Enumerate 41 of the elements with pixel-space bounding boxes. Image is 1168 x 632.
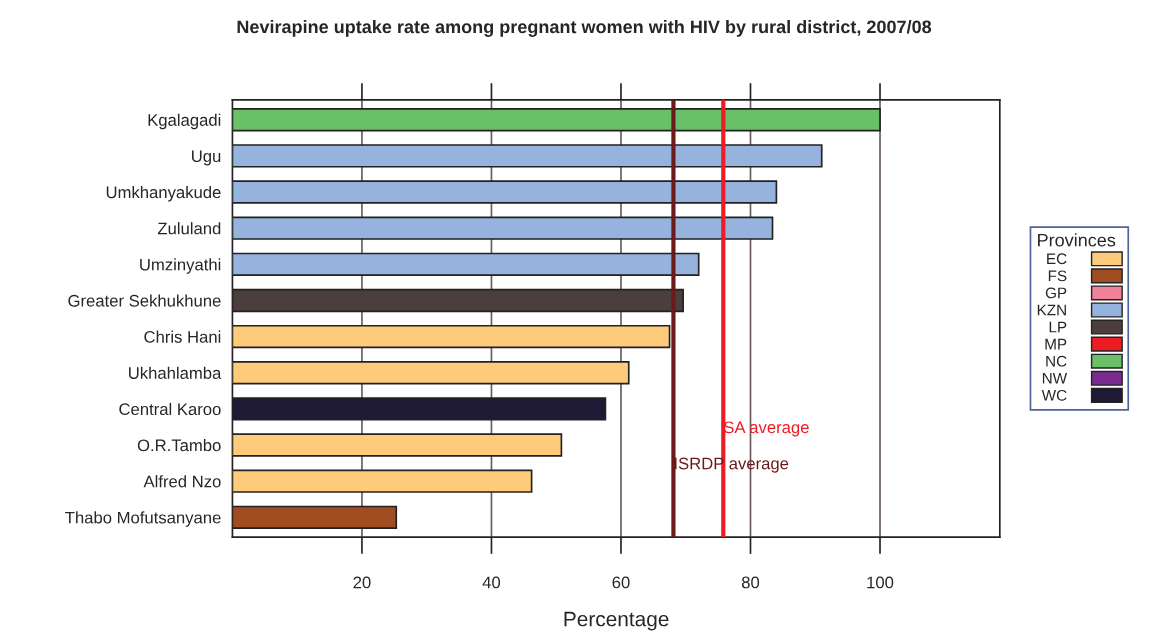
bar: [232, 288, 684, 313]
bar: [232, 108, 881, 132]
y-tick-label: Central Karoo: [119, 402, 221, 416]
bar: [232, 216, 774, 240]
y-tick-label: Umkhanyakude: [106, 185, 221, 202]
x-tick-label: 80: [741, 576, 760, 589]
y-tick-label: Umzinyathi: [140, 258, 221, 274]
legend-label: WC: [1041, 389, 1067, 401]
legend-label: NW: [1042, 373, 1068, 384]
legend-label: KZN: [1037, 304, 1066, 316]
x-axis-title: Percentage: [564, 611, 669, 631]
bar: [232, 252, 700, 276]
legend-label: GP: [1045, 287, 1067, 299]
bar: [232, 361, 630, 385]
bar: [232, 505, 398, 529]
legend-label: EC: [1047, 253, 1067, 265]
legend-label: MP: [1045, 338, 1067, 350]
legend-label: FS: [1048, 270, 1067, 282]
bar: [232, 180, 778, 204]
y-tick-label: Thabo Mofutsanyane: [65, 511, 221, 527]
legend-label: NC: [1046, 355, 1067, 367]
y-tick-label: Chris Hani: [144, 330, 221, 343]
bar: [232, 324, 671, 349]
legend-title: Provinces: [1038, 233, 1116, 247]
y-tick-label: Greater Sekhukhune: [68, 294, 221, 307]
y-tick-label: O.R.Tambo: [137, 438, 221, 452]
legend-label: LP: [1049, 321, 1067, 333]
x-tick-label: 100: [867, 576, 894, 589]
y-tick-label: Zululand: [157, 222, 221, 235]
y-tick-label: Ugu: [192, 150, 221, 166]
y-tick-label: Kgalagadi: [148, 113, 221, 130]
bar: [232, 144, 823, 168]
x-tick-label: 60: [612, 576, 630, 589]
chart-title: Nevirapine uptake rate among pregnant women with HIV by rural district, 2007/08: [237, 19, 932, 37]
x-tick-label: 20: [353, 576, 371, 589]
y-tick-label: Alfred Nzo: [143, 475, 221, 488]
bar: [232, 397, 607, 421]
x-tick-label: 40: [482, 576, 501, 589]
bar: [232, 469, 533, 493]
y-tick-label: Ukhahlamba: [129, 366, 222, 379]
bar: [232, 433, 563, 457]
